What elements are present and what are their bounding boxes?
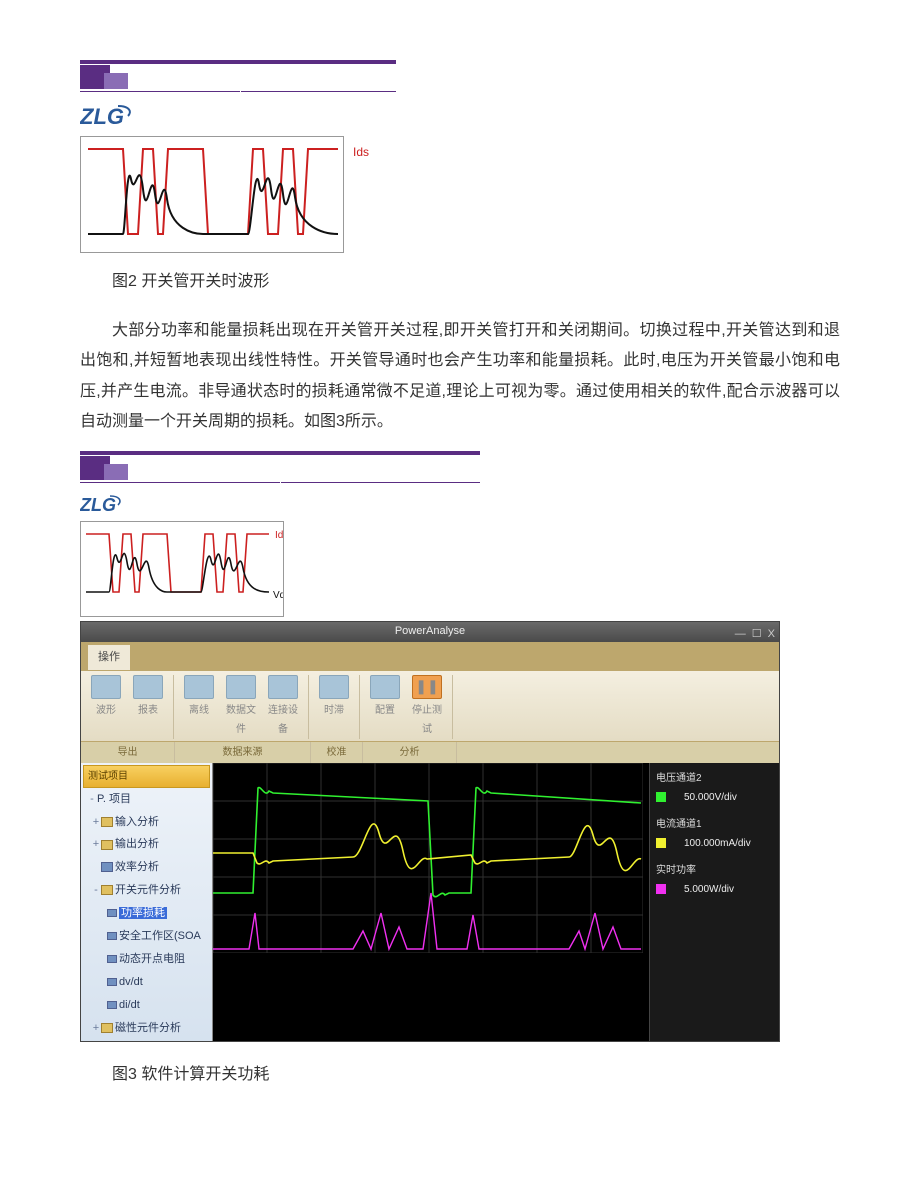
button-icon: [268, 675, 298, 699]
button-label: 配置: [366, 701, 404, 720]
group-label: 数据来源: [175, 742, 311, 763]
tree-item[interactable]: 安全工作区(SOA: [107, 925, 210, 948]
Vds-trace: [86, 554, 269, 593]
figure3-header: [80, 451, 480, 483]
maximize-button[interactable]: ☐: [752, 624, 762, 645]
button-icon: ❚❚: [412, 675, 442, 699]
button-label: 报表: [129, 701, 167, 720]
button-icon: [319, 675, 349, 699]
figure3-small-waveform: Ids Vds: [80, 521, 284, 616]
ribbon-button-停止测试[interactable]: ❚❚停止测试: [408, 675, 446, 739]
legend-swatch: [656, 884, 666, 894]
waveform-plot[interactable]: [213, 763, 649, 1042]
figure2-waveform: Ids: [80, 136, 344, 253]
zlg-logo: ZLG: [80, 102, 840, 132]
legend-value: 50.000V/div: [670, 792, 737, 803]
tree-item[interactable]: 功率损耗: [107, 902, 210, 925]
ribbon-button-连接设备[interactable]: 连接设备: [264, 675, 302, 739]
legend-swatch: [656, 838, 666, 848]
ribbon-button-时滞[interactable]: 时滞: [315, 675, 353, 739]
divider: [80, 60, 396, 64]
ribbon-group: 波形报表: [87, 675, 174, 739]
ribbon-group: 时滞: [315, 675, 360, 739]
button-icon: [91, 675, 121, 699]
legend-value: 5.000W/div: [670, 884, 734, 895]
button-label: 数据文件: [222, 701, 260, 739]
ids-label: Ids: [353, 141, 369, 164]
legend-title: 电压通道2: [656, 769, 773, 788]
button-label: 时滞: [315, 701, 353, 720]
button-icon: [133, 675, 163, 699]
body-paragraph: 大部分功率和能量损耗出现在开关管开关过程,即开关管打开和关闭期间。切换过程中,开…: [80, 316, 840, 438]
button-label: 连接设备: [264, 701, 302, 739]
button-label: 离线: [180, 701, 218, 720]
poweranalyse-window: PowerAnalyse — ☐ X 操作 波形报表离线数据文件连接设备时滞配置…: [80, 621, 780, 1043]
ribbon-group: 离线数据文件连接设备: [180, 675, 309, 739]
svg-text:ZLG: ZLG: [80, 495, 116, 515]
tree-item[interactable]: +输出分析: [91, 833, 210, 856]
axis-label: Ids: [275, 530, 283, 541]
ribbon-group-labels: 导出数据来源校准分析: [81, 742, 779, 763]
figure2-header: [80, 60, 396, 92]
ribbon-button-配置[interactable]: 配置: [366, 675, 404, 739]
tree-header: 测试项目: [83, 765, 210, 788]
window-title: PowerAnalyse: [395, 621, 465, 642]
legend-swatch: [656, 792, 666, 802]
legend-item: 电流通道1 100.000mA/div: [656, 815, 773, 853]
legend-item: 实时功率 5.000W/div: [656, 861, 773, 899]
tree-item[interactable]: +磁性元件分析: [91, 1017, 210, 1040]
minimize-button[interactable]: —: [735, 624, 746, 645]
ribbon-button-离线[interactable]: 离线: [180, 675, 218, 739]
tree-item[interactable]: di/dt: [107, 994, 210, 1017]
tree-item[interactable]: +输入分析: [91, 811, 210, 834]
button-label: 波形: [87, 701, 125, 720]
figure3-caption: 图3 软件计算开关功耗: [80, 1060, 840, 1090]
legend-title: 实时功率: [656, 861, 773, 880]
legend-item: 电压通道2 50.000V/div: [656, 769, 773, 807]
group-label: 分析: [363, 742, 457, 763]
ribbon: 波形报表离线数据文件连接设备时滞配置❚❚停止测试: [81, 670, 779, 742]
tree-item[interactable]: 动态开点电阻: [107, 948, 210, 971]
svg-text:ZLG: ZLG: [80, 104, 124, 129]
project-tree-panel: 测试项目 -P. 项目+输入分析+输出分析 效率分析-开关元件分析功率损耗安全工…: [81, 763, 213, 1042]
legend-value: 100.000mA/div: [670, 838, 751, 849]
titlebar: PowerAnalyse — ☐ X: [81, 622, 779, 642]
ribbon-tab-operate[interactable]: 操作: [87, 644, 131, 670]
group-label: 导出: [81, 742, 175, 763]
close-button[interactable]: X: [768, 624, 775, 645]
button-icon: [226, 675, 256, 699]
legend-panel: 电压通道2 50.000V/div 电流通道1 100.000mA/div 实时…: [649, 763, 779, 1042]
ribbon-button-波形[interactable]: 波形: [87, 675, 125, 739]
workspace: 测试项目 -P. 项目+输入分析+输出分析 效率分析-开关元件分析功率损耗安全工…: [81, 763, 779, 1042]
legend-title: 电流通道1: [656, 815, 773, 834]
button-label: 停止测试: [408, 701, 446, 739]
group-label: 校准: [311, 742, 363, 763]
tree-item[interactable]: 效率分析: [91, 856, 210, 879]
corner-blocks: [80, 456, 480, 480]
figure2-caption: 图2 开关管开关时波形: [80, 267, 840, 297]
button-icon: [370, 675, 400, 699]
axis-label: Vds: [273, 590, 283, 601]
corner-blocks: [80, 65, 396, 89]
ribbon-button-报表[interactable]: 报表: [129, 675, 167, 739]
zlg-logo: ZLG: [80, 493, 840, 517]
tree-root[interactable]: -P. 项目: [87, 788, 210, 811]
tree-item[interactable]: dv/dt: [107, 971, 210, 994]
ribbon-button-数据文件[interactable]: 数据文件: [222, 675, 260, 739]
ribbon-group: 配置❚❚停止测试: [366, 675, 453, 739]
button-icon: [184, 675, 214, 699]
tree-item[interactable]: -开关元件分析: [91, 879, 210, 902]
divider: [80, 451, 480, 455]
